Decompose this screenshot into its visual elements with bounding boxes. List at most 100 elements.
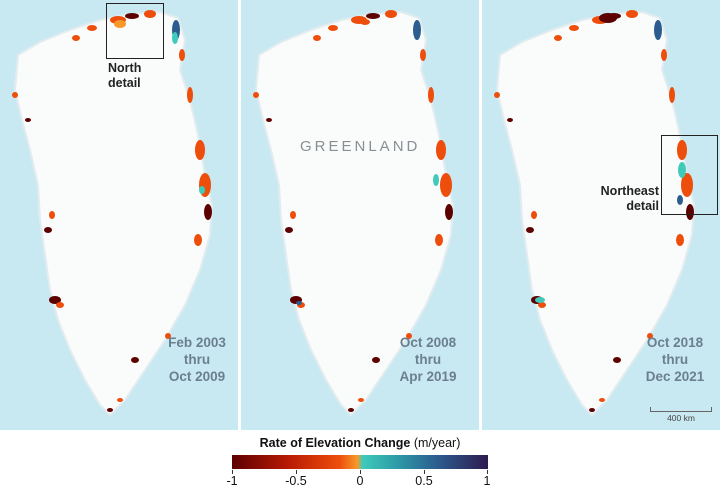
period-start: Feb 2003: [168, 335, 226, 350]
elevation-change-patch: [569, 25, 579, 31]
north-detail-label: North detail: [108, 61, 142, 90]
elevation-change-patch: [661, 49, 667, 61]
elevation-change-patch: [290, 211, 296, 219]
elevation-change-patch: [538, 302, 546, 308]
elevation-change-patch: [626, 10, 638, 18]
elevation-change-patch: [526, 227, 534, 233]
elevation-change-patch: [413, 20, 421, 40]
country-label: GREENLAND: [300, 138, 421, 155]
elevation-change-patch: [107, 408, 113, 412]
elevation-change-patch: [433, 174, 439, 186]
elevation-change-patch: [599, 13, 617, 23]
elevation-change-patch: [669, 87, 675, 103]
period-end: Apr 2019: [399, 369, 457, 384]
elevation-change-patch: [131, 357, 139, 363]
elevation-change-patch: [678, 162, 686, 178]
legend-tick-label: 0: [356, 474, 364, 488]
elevation-change-patch: [266, 118, 272, 122]
northeast-detail-box: [661, 135, 718, 215]
elevation-change-patch: [686, 204, 694, 220]
elevation-change-patch: [589, 408, 595, 412]
elevation-change-patch: [296, 301, 302, 305]
elevation-change-patch: [507, 118, 513, 122]
period-thru: thru: [183, 352, 211, 367]
elevation-change-patch: [494, 92, 500, 98]
legend-unit: (m/year): [413, 436, 461, 450]
elevation-change-patch: [677, 140, 687, 160]
legend-tick-label: 0.5: [415, 474, 433, 488]
elevation-change-patch: [49, 211, 55, 219]
elevation-change-patch: [195, 140, 205, 160]
elevation-change-patch: [435, 234, 443, 246]
period-thru: thru: [661, 352, 689, 367]
scale-bar-line: [650, 407, 712, 412]
elevation-change-patch: [165, 333, 171, 339]
legend-tick: [296, 470, 297, 474]
legend-title: Rate of Elevation Change (m/year): [222, 436, 498, 450]
elevation-change-patch: [199, 186, 205, 194]
period-end: Oct 2009: [168, 369, 226, 384]
elevation-change-patch: [114, 20, 126, 28]
greenland-ice-sheet: [254, 10, 455, 417]
legend-tick: [487, 470, 488, 474]
elevation-change-patch: [428, 87, 434, 103]
elevation-change-patch: [285, 227, 293, 233]
map-panel-2003-2009: Feb 2003 thru Oct 2009 North detail: [0, 0, 238, 430]
greenland-map: [241, 0, 479, 430]
period-label: Oct 2018 thru Dec 2021: [630, 334, 720, 385]
period-label: Feb 2003 thru Oct 2009: [152, 334, 238, 385]
northeast-detail-label: Northeast detail: [600, 184, 659, 213]
elevation-change-patch: [406, 333, 412, 339]
scale-bar: 400 km: [650, 407, 712, 423]
elevation-change-patch: [535, 297, 545, 303]
legend-tick: [360, 470, 361, 474]
scale-bar-label: 400 km: [667, 413, 695, 423]
map-panel-2008-2019: Oct 2008 thru Apr 2019: [241, 0, 479, 430]
legend-tick: [232, 470, 233, 474]
legend-tick: [424, 470, 425, 474]
elevation-change-patch: [681, 173, 693, 197]
elevation-change-patch: [647, 333, 653, 339]
elevation-change-patch: [676, 234, 684, 246]
period-start: Oct 2008: [399, 335, 457, 350]
north-detail-box: [106, 3, 164, 59]
elevation-change-patch: [360, 19, 370, 25]
elevation-change-patch: [654, 20, 662, 40]
legend-tick-label: -0.5: [285, 474, 307, 488]
elevation-change-patch: [366, 13, 380, 19]
legend: Rate of Elevation Change (m/year) -1 -0.…: [222, 434, 498, 492]
elevation-change-patch: [599, 398, 605, 402]
greenland-map: [482, 0, 720, 430]
elevation-change-patch: [531, 211, 537, 219]
map-panel-2018-2021: Oct 2018 thru Dec 2021 Northeast detail: [482, 0, 720, 430]
elevation-change-patch: [313, 35, 321, 41]
elevation-change-patch: [56, 302, 64, 308]
period-start: Oct 2018: [646, 335, 704, 350]
elevation-change-patch: [677, 195, 683, 205]
elevation-change-patch: [253, 92, 259, 98]
legend-color-bar: [232, 455, 488, 469]
elevation-change-patch: [420, 49, 426, 61]
elevation-change-patch: [144, 10, 156, 18]
elevation-change-patch: [117, 398, 123, 402]
elevation-change-patch: [194, 234, 202, 246]
greenland-ice-sheet: [495, 10, 696, 417]
period-end: Dec 2021: [645, 369, 705, 384]
elevation-change-patch: [554, 35, 562, 41]
elevation-change-patch: [25, 118, 31, 122]
elevation-change-patch: [348, 408, 354, 412]
elevation-change-patch: [172, 32, 178, 44]
elevation-change-patch: [44, 227, 52, 233]
elevation-change-patch: [87, 25, 97, 31]
elevation-change-patch: [358, 398, 364, 402]
legend-tick-label: 1: [483, 474, 491, 488]
map-panels: Feb 2003 thru Oct 2009 North detail Oct …: [0, 0, 720, 430]
elevation-change-patch: [613, 357, 621, 363]
period-label: Oct 2008 thru Apr 2019: [383, 334, 473, 385]
greenland-map: [0, 0, 238, 430]
elevation-change-patch: [445, 204, 453, 220]
elevation-change-patch: [187, 87, 193, 103]
elevation-change-patch: [385, 10, 397, 18]
period-thru: thru: [414, 352, 442, 367]
elevation-change-patch: [125, 13, 139, 19]
